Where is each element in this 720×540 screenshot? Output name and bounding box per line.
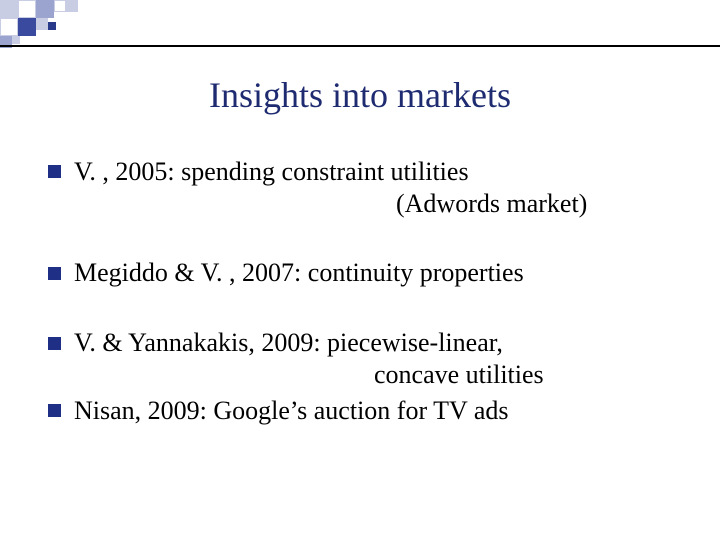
deco-square	[48, 22, 56, 30]
deco-square	[18, 0, 36, 18]
square-bullet-icon	[48, 404, 61, 417]
slide-body: V. , 2005: spending constraint utilities…	[48, 156, 688, 426]
deco-square	[12, 36, 20, 44]
list-item: V. & Yannakakis, 2009: piecewise-linear,…	[48, 327, 688, 390]
square-bullet-icon	[48, 165, 61, 178]
horizontal-rule	[0, 45, 720, 47]
slide-title: Insights into markets	[0, 74, 720, 116]
list-item: Nisan, 2009: Google’s auction for TV ads	[48, 395, 688, 427]
deco-square	[54, 0, 66, 12]
list-item-continuation: concave utilities	[48, 359, 688, 391]
slide: Insights into markets V. , 2005: spendin…	[0, 0, 720, 540]
list-item-continuation: (Adwords market)	[48, 188, 688, 220]
deco-square	[66, 0, 78, 12]
deco-square	[0, 18, 18, 36]
square-bullet-icon	[48, 267, 61, 280]
corner-decoration	[0, 0, 180, 46]
list-item-text: V. , 2005: spending constraint utilities	[48, 156, 688, 188]
deco-square	[0, 0, 18, 18]
list-item-text: Megiddo & V. , 2007: continuity properti…	[48, 257, 688, 289]
deco-square	[36, 0, 54, 18]
list-item-text: V. & Yannakakis, 2009: piecewise-linear,	[48, 327, 688, 359]
list-item-text: Nisan, 2009: Google’s auction for TV ads	[48, 395, 688, 427]
deco-square	[36, 18, 48, 30]
list-item: Megiddo & V. , 2007: continuity properti…	[48, 257, 688, 289]
square-bullet-icon	[48, 337, 61, 350]
deco-square	[18, 18, 36, 36]
list-item: V. , 2005: spending constraint utilities…	[48, 156, 688, 219]
